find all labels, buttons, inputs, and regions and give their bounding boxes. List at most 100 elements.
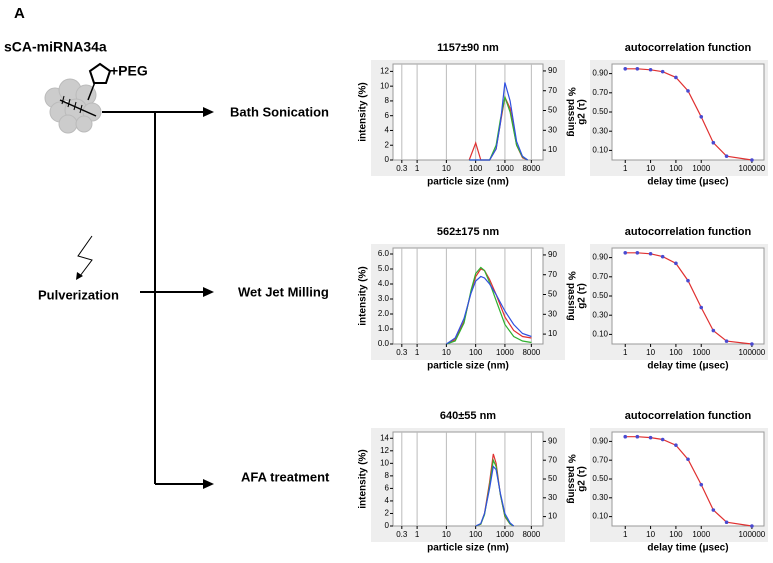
y-axis-label: g2 (τ): [577, 466, 588, 492]
data-point: [699, 482, 704, 487]
y-tick-label: 4: [385, 496, 390, 505]
x-tick-label: 1: [623, 348, 628, 357]
plot-area: [392, 63, 544, 161]
x-tick-label: 8000: [522, 164, 540, 173]
y-tick-label: 0.10: [592, 146, 608, 155]
y-tick-label: 1.0: [378, 324, 390, 333]
data-point: [750, 342, 754, 346]
y2-axis-label: % passing: [565, 271, 576, 320]
x-tick-label: 1: [623, 164, 628, 173]
y-axis-label: intensity (%): [358, 449, 369, 508]
x-tick-label: 100000: [739, 164, 766, 173]
x-tick-label: 100: [469, 530, 483, 539]
y2-tick-label: 90: [548, 437, 557, 446]
particle-icon: [44, 62, 112, 134]
series-line: [446, 266, 532, 345]
y-tick-label: 0.0: [378, 339, 390, 348]
data-point: [724, 339, 729, 343]
data-point: [635, 434, 640, 439]
y-tick-label: 0.50: [592, 291, 608, 300]
y-tick-label: 0.70: [592, 455, 608, 464]
panel-label: A: [14, 5, 25, 22]
y-tick-label: 0.30: [592, 493, 608, 502]
y-tick-label: 0.10: [592, 330, 608, 339]
x-tick-label: 1000: [496, 530, 514, 539]
y-tick-label: 0.30: [592, 310, 608, 319]
y2-axis-label: % passing: [565, 87, 576, 136]
data-point: [674, 261, 678, 266]
y-axis-label: intensity (%): [358, 266, 369, 325]
x-tick-label: 100: [669, 530, 683, 539]
y-tick-label: 12: [380, 446, 389, 455]
data-point: [635, 67, 640, 71]
data-point: [648, 67, 653, 72]
y-tick-label: 0: [385, 521, 390, 530]
data-point: [660, 254, 665, 259]
y-tick-label: 4.0: [378, 279, 390, 288]
y-tick-label: 2.0: [378, 309, 390, 318]
x-axis-label: delay time (μsec): [647, 361, 728, 372]
y-tick-label: 0.50: [592, 474, 608, 483]
x-axis-label: particle size (nm): [427, 543, 509, 554]
series-line: [446, 275, 532, 345]
lightning-head: [76, 272, 83, 280]
x-axis-label: delay time (μsec): [647, 543, 728, 554]
y-tick-label: 12: [380, 66, 389, 75]
data-point: [711, 508, 716, 512]
y-tick-label: 2: [385, 509, 390, 518]
x-tick-label: 1000: [496, 348, 514, 357]
data-point: [699, 305, 704, 310]
chart-title: autocorrelation function: [625, 226, 752, 238]
method-label: AFA treatment: [241, 469, 330, 484]
compound-label: sCA-miRNA34a: [4, 39, 107, 55]
x-tick-label: 1: [623, 530, 628, 539]
x-tick-label: 100: [469, 348, 483, 357]
x-tick-label: 1000: [692, 530, 710, 539]
y-tick-label: 3.0: [378, 294, 390, 303]
chart-title: 562±175 nm: [437, 226, 500, 238]
plot-area: [392, 431, 544, 527]
data-point: [750, 158, 754, 162]
x-tick-label: 1000: [692, 348, 710, 357]
y2-tick-label: 30: [548, 493, 557, 502]
x-tick-label: 1: [415, 348, 420, 357]
x-tick-label: 10: [442, 348, 451, 357]
series-line: [625, 436, 752, 527]
y2-tick-label: 70: [548, 455, 557, 464]
plot-area: [611, 431, 765, 527]
y-tick-label: 0.10: [592, 512, 608, 521]
series-line: [469, 82, 529, 161]
chart-title: autocorrelation function: [625, 42, 752, 54]
x-tick-label: 1: [415, 530, 420, 539]
data-point: [699, 115, 704, 119]
plot-area: [611, 63, 765, 161]
y2-tick-label: 30: [548, 309, 557, 318]
x-tick-label: 100: [669, 348, 683, 357]
x-tick-label: 100: [669, 164, 683, 173]
data-point: [750, 524, 754, 528]
x-tick-label: 10: [646, 530, 655, 539]
data-point: [660, 69, 665, 74]
x-tick-label: 8000: [522, 348, 540, 357]
data-point: [674, 75, 678, 80]
y2-tick-label: 50: [548, 474, 557, 483]
series-line: [625, 252, 752, 345]
y2-tick-label: 50: [548, 290, 557, 299]
y2-tick-label: 90: [548, 66, 557, 75]
x-tick-label: 10: [646, 164, 655, 173]
x-tick-label: 100000: [739, 530, 766, 539]
y2-tick-label: 30: [548, 125, 557, 134]
x-axis-label: delay time (μsec): [647, 177, 728, 188]
y-axis-label: g2 (τ): [577, 283, 588, 309]
x-tick-label: 100000: [739, 348, 766, 357]
data-point: [635, 251, 640, 255]
chart-title: 1157±90 nm: [437, 42, 499, 54]
y-tick-label: 0.90: [592, 69, 608, 78]
y-tick-label: 0.90: [592, 437, 608, 446]
y-tick-label: 10: [380, 458, 389, 467]
y-tick-label: 0.50: [592, 107, 608, 116]
data-point: [674, 443, 678, 447]
x-tick-label: 0.3: [396, 348, 408, 357]
y2-tick-label: 70: [548, 270, 557, 279]
y2-tick-label: 10: [548, 329, 557, 338]
